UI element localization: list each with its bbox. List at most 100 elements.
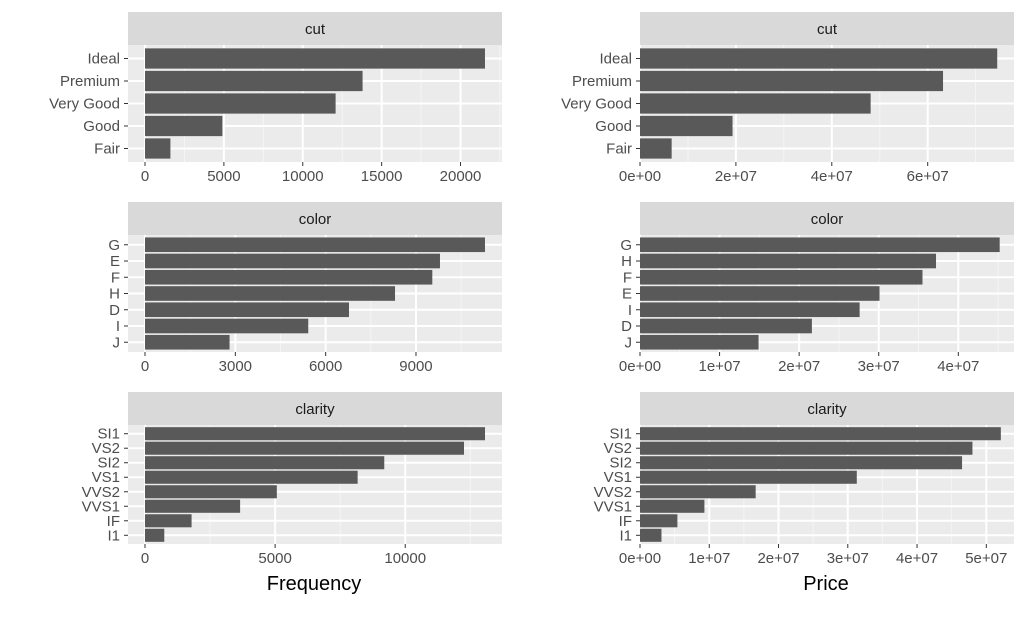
y-tick-label: G [108, 237, 120, 254]
panel-cut-price: cut 0e+00 2e+07 4e+07 6e+07 Ideal Premium Very … [561, 12, 1014, 185]
bar-si1 [640, 427, 1001, 441]
y-tick-label: IF [107, 513, 120, 530]
x-tick-label: 4e+07 [896, 550, 938, 567]
x-tick-label: 0e+00 [619, 168, 661, 185]
y-tick-label: F [623, 269, 632, 286]
y-tick-label: Very Good [49, 96, 120, 113]
bar-h [640, 253, 937, 269]
bar-i [640, 302, 860, 318]
y-tick-label: Very Good [561, 96, 632, 113]
bar-si1 [144, 427, 486, 441]
facet-strip [128, 202, 502, 235]
bar-ideal [145, 48, 485, 69]
bar-ideal [640, 48, 998, 69]
x-tick-label: 0 [141, 168, 149, 185]
panel-clarity-frequency: clarity 0 5000 10000 SI1VS2SI2VS1VVS2VVS1IFI… [82, 392, 502, 567]
bar-good [640, 115, 733, 137]
x-tick-label: 0e+00 [619, 358, 661, 375]
x-tick-label: 20000 [440, 168, 482, 185]
y-tick-label: I1 [619, 527, 632, 544]
bar-vvs1 [144, 499, 241, 513]
bar-vs1 [640, 470, 857, 484]
x-tick-label: 1e+07 [688, 550, 730, 567]
facet-strip [640, 12, 1014, 45]
x-tick-label: 4e+07 [811, 168, 853, 185]
y-tick-label: E [622, 286, 632, 303]
x-tick-label: 2e+07 [715, 168, 757, 185]
y-tick-label: Premium [60, 73, 120, 90]
y-tick-label: I [116, 318, 120, 335]
facet-strip [640, 202, 1014, 235]
bar-premium [145, 70, 363, 92]
facet-strip-title: cut [305, 21, 326, 38]
bar-si2 [640, 456, 963, 470]
x-tick-label: 9000 [399, 358, 432, 375]
y-tick-label: VS2 [92, 440, 120, 457]
right-x-axis-title: Price [803, 573, 849, 595]
bar-vs2 [640, 441, 973, 455]
y-tick-label: F [111, 269, 120, 286]
y-tick-label: Good [83, 118, 120, 135]
y-tick-label: VVS1 [594, 498, 632, 515]
bar-g [145, 237, 485, 253]
y-tick-label: VS2 [604, 440, 632, 457]
x-tick-label: 5e+07 [965, 550, 1007, 567]
x-tick-label: 10000 [384, 550, 426, 567]
x-tick-label: 3e+07 [827, 550, 869, 567]
bar-i1 [144, 528, 165, 542]
bar-f [145, 269, 433, 285]
x-tick-label: 10000 [282, 168, 324, 185]
bar-g [640, 237, 1000, 253]
bar-fair [640, 138, 672, 159]
bar-good [145, 115, 223, 137]
y-tick-label: SI1 [609, 426, 632, 443]
x-tick-label: 4e+07 [937, 358, 979, 375]
y-tick-label: H [109, 286, 120, 303]
x-tick-label: 3e+07 [858, 358, 900, 375]
facet-strip [128, 392, 502, 425]
x-tick-label: 15000 [361, 168, 403, 185]
bar-h [145, 286, 396, 301]
bar-si2 [144, 456, 385, 470]
bar-e [145, 253, 440, 269]
x-tick-label: 0 [141, 550, 149, 567]
y-tick-label: VVS2 [82, 484, 120, 501]
bar-vvs1 [640, 499, 705, 513]
facet-strip-title: cut [817, 21, 838, 38]
y-tick-label: Fair [606, 141, 632, 158]
bar-vvs2 [640, 485, 756, 499]
x-tick-label: 2e+07 [757, 550, 799, 567]
bar-very-good [640, 93, 871, 114]
facet-strip-title: clarity [807, 401, 847, 418]
bar-vs1 [144, 470, 358, 484]
bar-vvs2 [144, 485, 277, 499]
bar-f [640, 269, 923, 285]
y-tick-label: Fair [94, 141, 120, 158]
y-tick-label: J [113, 334, 121, 351]
bar-vs2 [144, 441, 465, 455]
bar-fair [145, 138, 171, 159]
x-tick-label: 6e+07 [907, 168, 949, 185]
bar-d [145, 302, 349, 318]
y-tick-label: I [628, 302, 632, 319]
y-tick-label: H [621, 253, 632, 270]
y-tick-label: IF [619, 513, 632, 530]
y-tick-label: Good [595, 118, 632, 135]
x-tick-label: 5000 [207, 168, 240, 185]
y-tick-label: VS1 [92, 469, 120, 486]
y-tick-label: G [620, 237, 632, 254]
y-tick-label: Premium [572, 73, 632, 90]
panel-cut-frequency: cut 0 5000 10000 15000 20000 Ideal Premium Very … [49, 12, 502, 185]
bar-e [640, 286, 880, 301]
facet-strip [640, 392, 1014, 425]
bar-if [640, 514, 678, 528]
bar-d [640, 318, 812, 334]
y-tick-label: Ideal [87, 51, 120, 68]
y-tick-label: J [625, 334, 633, 351]
y-tick-label: D [109, 302, 120, 319]
bar-i1 [640, 528, 662, 542]
y-tick-label: Ideal [599, 51, 632, 68]
